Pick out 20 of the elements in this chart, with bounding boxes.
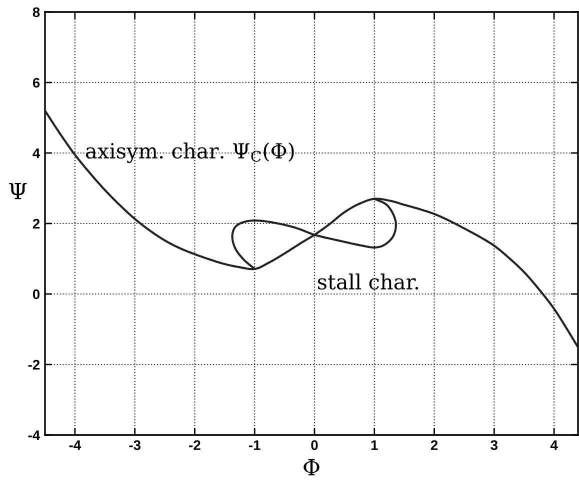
annotation: stall char.: [318, 273, 418, 290]
x-tick-label: 3: [490, 440, 498, 450]
x-tick-label: 4: [550, 440, 558, 450]
y-axis-title: Ψ: [9, 182, 27, 200]
x-tick-label: 1: [371, 440, 378, 450]
x-tick-label: 2: [430, 440, 438, 450]
x-tick-label: -3: [129, 440, 141, 450]
y-tick-label: 2: [32, 218, 40, 229]
y-tick-label: 4: [32, 148, 40, 158]
y-tick-label: 6: [32, 78, 40, 88]
y-tick-label: 0: [32, 289, 40, 300]
x-tick-label: -4: [69, 440, 82, 450]
y-tick-label: -2: [28, 360, 40, 370]
x-tick-label: -2: [189, 440, 200, 450]
y-tick-label: 8: [32, 7, 40, 18]
x-tick-label: -1: [248, 440, 260, 450]
annotation: axisym. char. Ψ$_{C}$(Φ): [86, 142, 294, 164]
x-tick-label: 0: [311, 440, 318, 450]
y-tick-label: -4: [28, 430, 40, 440]
x-axis-title: Φ: [304, 459, 320, 476]
